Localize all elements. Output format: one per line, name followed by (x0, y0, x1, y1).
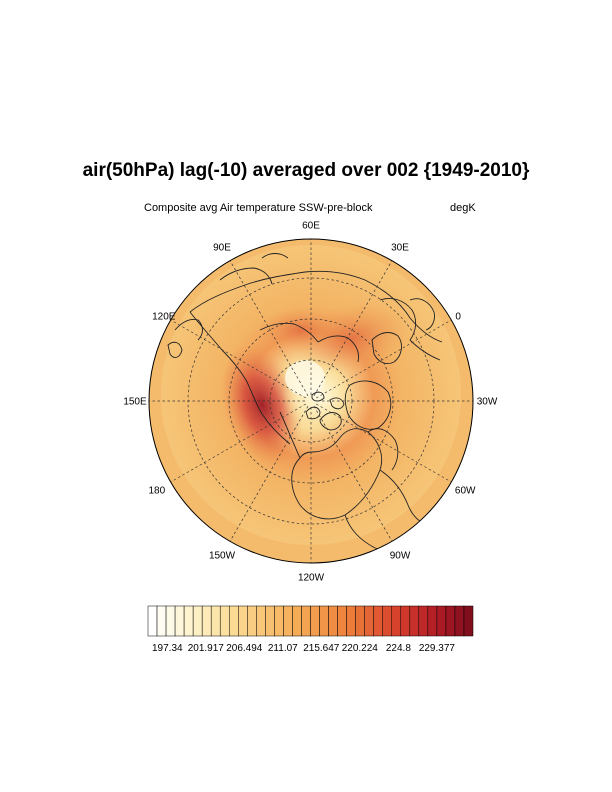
colorbar-box (201, 605, 212, 637)
colorbar-tick-label: 197.34 (152, 643, 183, 654)
colorbar-box (427, 605, 438, 637)
temperature-field (149, 239, 473, 563)
colorbar-box (463, 605, 474, 637)
colorbar-tick-label: 215.647 (303, 643, 340, 654)
lon-label: 90W (390, 551, 411, 562)
colorbar-box (147, 605, 158, 637)
colorbar-box (355, 605, 365, 637)
colorbar-box (265, 605, 275, 637)
colorbar-tick-label: 211.07 (268, 643, 298, 654)
colorbar-box (436, 605, 447, 637)
colorbar-box (454, 605, 465, 637)
colorbar-box (418, 605, 429, 637)
lon-label: 30W (477, 397, 498, 408)
colorbar-box (328, 605, 338, 637)
colorbar-box (238, 605, 248, 637)
units-label: degK (450, 202, 476, 214)
colorbar-tick-label: 220.224 (342, 643, 379, 654)
colorbar-box (192, 605, 203, 637)
lon-label: 150E (123, 397, 147, 408)
colorbar-box (174, 605, 185, 637)
colorbar-box (256, 605, 266, 637)
lon-label: 30E (391, 242, 409, 253)
colorbar-box (301, 605, 311, 637)
plot-subtitle: Composite avg Air temperature SSW-pre-bl… (144, 202, 373, 214)
graticule (149, 239, 473, 563)
colorbar (147, 605, 474, 637)
lon-label: 120W (298, 573, 325, 584)
colorbar-box (210, 605, 221, 637)
colorbar-box (310, 605, 320, 637)
colorbar-box (337, 605, 347, 637)
colorbar-box (292, 605, 302, 637)
colorbar-box (219, 605, 230, 637)
colorbar-box (364, 605, 374, 637)
colorbar-box (283, 605, 293, 637)
colorbar-tick-label: 201.917 (188, 643, 225, 654)
colorbar-box (274, 605, 284, 637)
map-boundary (148, 238, 474, 564)
colorbar-box (391, 605, 402, 637)
colorbar-box (346, 605, 356, 637)
lon-label: 60W (455, 486, 476, 497)
colorbar-box (165, 605, 176, 637)
lon-label: 120E (152, 312, 176, 323)
colorbar-box (373, 605, 383, 637)
lon-label: 150W (209, 551, 236, 562)
lon-label: 180 (148, 486, 165, 497)
plot-title: air(50hPa) lag(-10) averaged over 002 {1… (82, 160, 530, 181)
colorbar-box (409, 605, 420, 637)
lon-label: 60E (302, 221, 320, 232)
colorbar-box (156, 605, 167, 637)
colorbar-box (382, 605, 393, 637)
longitude-labels: 60E 30E 0 30W 60W 90W 120W 150W 180 150E 120E 90E (123, 221, 498, 584)
coastlines (167, 253, 443, 551)
colorbar-box (183, 605, 194, 637)
colorbar-box (247, 605, 257, 637)
colorbar-box (319, 605, 329, 637)
colorbar-box (229, 605, 239, 637)
colorbar-box (445, 605, 456, 637)
colorbar-tick-label: 206.494 (226, 643, 263, 654)
lon-label: 0 (455, 312, 461, 323)
lon-label: 90E (213, 242, 231, 253)
colorbar-box (400, 605, 411, 637)
colorbar-tick-label: 229.377 (419, 643, 456, 654)
colorbar-labels: 197.34 201.917 206.494 211.07 215.647 220.224… (152, 643, 455, 654)
colorbar-tick-label: 224.8 (386, 643, 411, 654)
